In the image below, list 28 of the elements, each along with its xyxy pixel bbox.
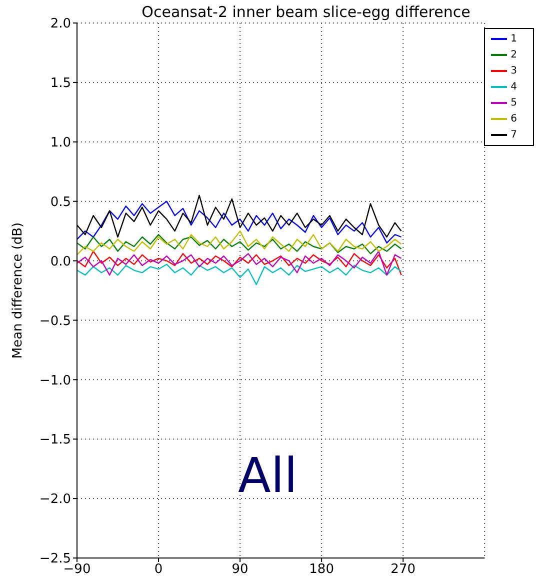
legend-label: 6 [510,114,517,125]
x-tick-label: 90 [232,562,248,578]
legend-label: 4 [510,82,517,93]
y-axis-title: Mean difference (dB) [10,222,26,359]
y-tick-label: 0.5 [50,194,71,210]
legend-label: 2 [510,50,517,61]
line-series [77,264,402,286]
y-tick-label: −1.0 [39,373,71,388]
y-tick-label: 1.5 [50,76,71,92]
legend-label: 7 [510,130,517,141]
legend-label: 3 [510,66,517,77]
chart-title: Oceansat-2 inner beam slice-egg difference [140,3,472,21]
annotation: All [238,448,298,504]
y-tick-label: 0.0 [50,254,71,270]
y-tick-label: −0.5 [39,314,71,329]
y-tick-label: −2.0 [39,492,71,508]
x-tick-label: 180 [309,562,334,578]
line-series [77,230,402,256]
x-tick-label: 0 [154,562,163,578]
x-tick-label: 270 [390,562,416,578]
line-series [77,234,402,254]
y-tick-label: −1.5 [39,432,71,448]
legend-label: 1 [510,34,517,45]
line-series [77,200,402,244]
legend-label: 5 [510,98,517,109]
line-series [77,250,402,276]
y-tick-label: 1.0 [50,136,71,151]
y-tick-label: 2.0 [50,16,71,32]
